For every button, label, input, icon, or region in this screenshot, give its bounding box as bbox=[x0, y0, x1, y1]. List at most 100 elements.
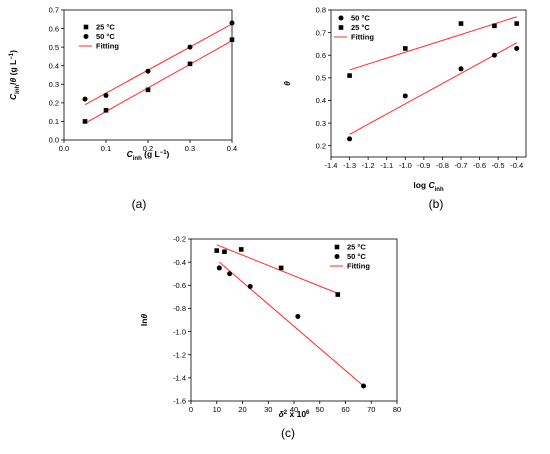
legend-marker bbox=[338, 15, 344, 21]
x-tick-label: -0.6 bbox=[473, 161, 486, 170]
data-point bbox=[103, 107, 109, 113]
y-tick-label: 0.4 bbox=[49, 61, 59, 70]
y-axis-label: θ bbox=[282, 81, 292, 86]
x-tick-label: 0.0 bbox=[59, 144, 69, 153]
y-tick-label: 0.7 bbox=[316, 28, 326, 37]
data-point bbox=[361, 383, 367, 389]
data-point bbox=[222, 249, 227, 255]
panel-label: (b) bbox=[429, 197, 444, 211]
data-point bbox=[229, 37, 235, 43]
y-axis-label: Cinh/θ (g L−1) bbox=[8, 50, 21, 100]
y-tick-label: 0.3 bbox=[49, 80, 59, 89]
data-point bbox=[247, 283, 253, 289]
legend-label: 50 °C bbox=[96, 32, 115, 41]
y-tick-label: -0.2 bbox=[173, 235, 186, 244]
data-point bbox=[103, 92, 109, 98]
y-tick-label: 0.1 bbox=[49, 117, 59, 126]
legend-label: Fitting bbox=[347, 262, 370, 271]
x-tick-label: 10 bbox=[213, 405, 221, 414]
plot-frame bbox=[330, 9, 527, 158]
y-tick-label: -1.0 bbox=[173, 327, 186, 336]
x-tick-label: -1.1 bbox=[380, 161, 393, 170]
fit-line bbox=[216, 244, 338, 294]
fit-line bbox=[84, 23, 233, 106]
data-point bbox=[347, 136, 353, 142]
y-tick-label: -0.8 bbox=[173, 304, 186, 313]
data-point bbox=[145, 68, 151, 74]
chart-panel-3: 0 10 20 30 40 50 60 70 80 -1.6 -1.4 -1.2 -1.0 -0.8 -0.… bbox=[139, 235, 401, 440]
data-point bbox=[347, 73, 352, 78]
chart-panel-1: 0.0 0.1 0.2 0.3 0.4 0.0 0.1 0.2 0.3 0.4 0.5 0.6 0.7 2… bbox=[8, 6, 237, 211]
panel-label: (a) bbox=[132, 197, 147, 211]
legend-marker bbox=[338, 25, 344, 30]
fit-line bbox=[349, 42, 517, 135]
data-point bbox=[82, 119, 88, 124]
x-axis-label: Cinh (g L−1) bbox=[127, 149, 170, 162]
legend-marker bbox=[83, 34, 89, 39]
data-point bbox=[492, 23, 497, 29]
y-tick-label: 0.6 bbox=[49, 24, 59, 33]
y-tick-label: 0.5 bbox=[316, 74, 326, 83]
x-tick-label: 0.1 bbox=[101, 144, 111, 153]
fit-line bbox=[349, 16, 517, 71]
y-tick-label: 0.0 bbox=[49, 136, 59, 145]
x-tick-label: -1.3 bbox=[343, 161, 356, 170]
legend-label: 50 °C bbox=[347, 252, 366, 261]
data-point bbox=[82, 96, 88, 102]
y-axis-label: lnθ bbox=[139, 314, 149, 327]
x-tick-label: 20 bbox=[238, 405, 246, 414]
y-tick-label: -1.6 bbox=[173, 397, 186, 406]
data-point bbox=[238, 247, 244, 252]
data-point bbox=[187, 61, 193, 67]
x-tick-label: -1.2 bbox=[362, 161, 375, 170]
y-tick-label: -0.6 bbox=[173, 281, 186, 290]
y-tick-label: 0.6 bbox=[316, 51, 326, 60]
x-tick-label: -0.4 bbox=[510, 161, 523, 170]
legend-label: 50 °C bbox=[351, 14, 370, 23]
legend-label: 25 °C bbox=[96, 23, 115, 32]
fit-line bbox=[84, 40, 233, 124]
data-point bbox=[187, 44, 193, 50]
data-point bbox=[514, 45, 520, 51]
x-tick-label: 0.3 bbox=[185, 144, 195, 153]
x-tick-label: -1.0 bbox=[399, 161, 412, 170]
x-tick-label: 80 bbox=[393, 405, 401, 414]
y-tick-label: 0.8 bbox=[316, 6, 326, 15]
x-tick-label: 40 bbox=[290, 405, 298, 414]
data-point bbox=[216, 265, 222, 271]
data-point bbox=[458, 66, 464, 72]
legend-marker bbox=[334, 244, 340, 250]
legend-label: 25 °C bbox=[351, 23, 370, 32]
y-tick-label: 0.7 bbox=[49, 6, 59, 15]
x-tick-label: -0.5 bbox=[492, 161, 505, 170]
data-point bbox=[227, 271, 233, 277]
x-tick-label: 60 bbox=[341, 405, 349, 414]
legend-marker bbox=[334, 254, 340, 259]
x-tick-label: 0.4 bbox=[227, 144, 237, 153]
data-point bbox=[145, 87, 151, 93]
data-point bbox=[402, 46, 408, 51]
x-axis-label: log Cinh bbox=[413, 180, 444, 193]
legend-label: Fitting bbox=[96, 42, 119, 51]
x-tick-label: -1.4 bbox=[325, 161, 338, 170]
x-tick-label: 0.2 bbox=[143, 144, 153, 153]
x-axis-label: δ2 x 106 bbox=[279, 409, 310, 419]
x-tick-label: 70 bbox=[367, 405, 375, 414]
y-tick-label: 0.2 bbox=[316, 141, 326, 150]
data-point bbox=[295, 314, 301, 320]
legend-label: 25 °C bbox=[347, 243, 366, 252]
y-tick-label: -1.4 bbox=[173, 374, 186, 383]
data-point bbox=[214, 248, 220, 253]
y-tick-label: 0.3 bbox=[316, 119, 326, 128]
data-point bbox=[491, 52, 497, 58]
data-point bbox=[335, 292, 341, 297]
y-tick-label: -0.4 bbox=[173, 258, 186, 267]
y-tick-label: 0.5 bbox=[49, 43, 59, 52]
legend-label: Fitting bbox=[351, 33, 374, 42]
x-tick-label: -0.9 bbox=[417, 161, 430, 170]
data-point bbox=[278, 265, 284, 271]
